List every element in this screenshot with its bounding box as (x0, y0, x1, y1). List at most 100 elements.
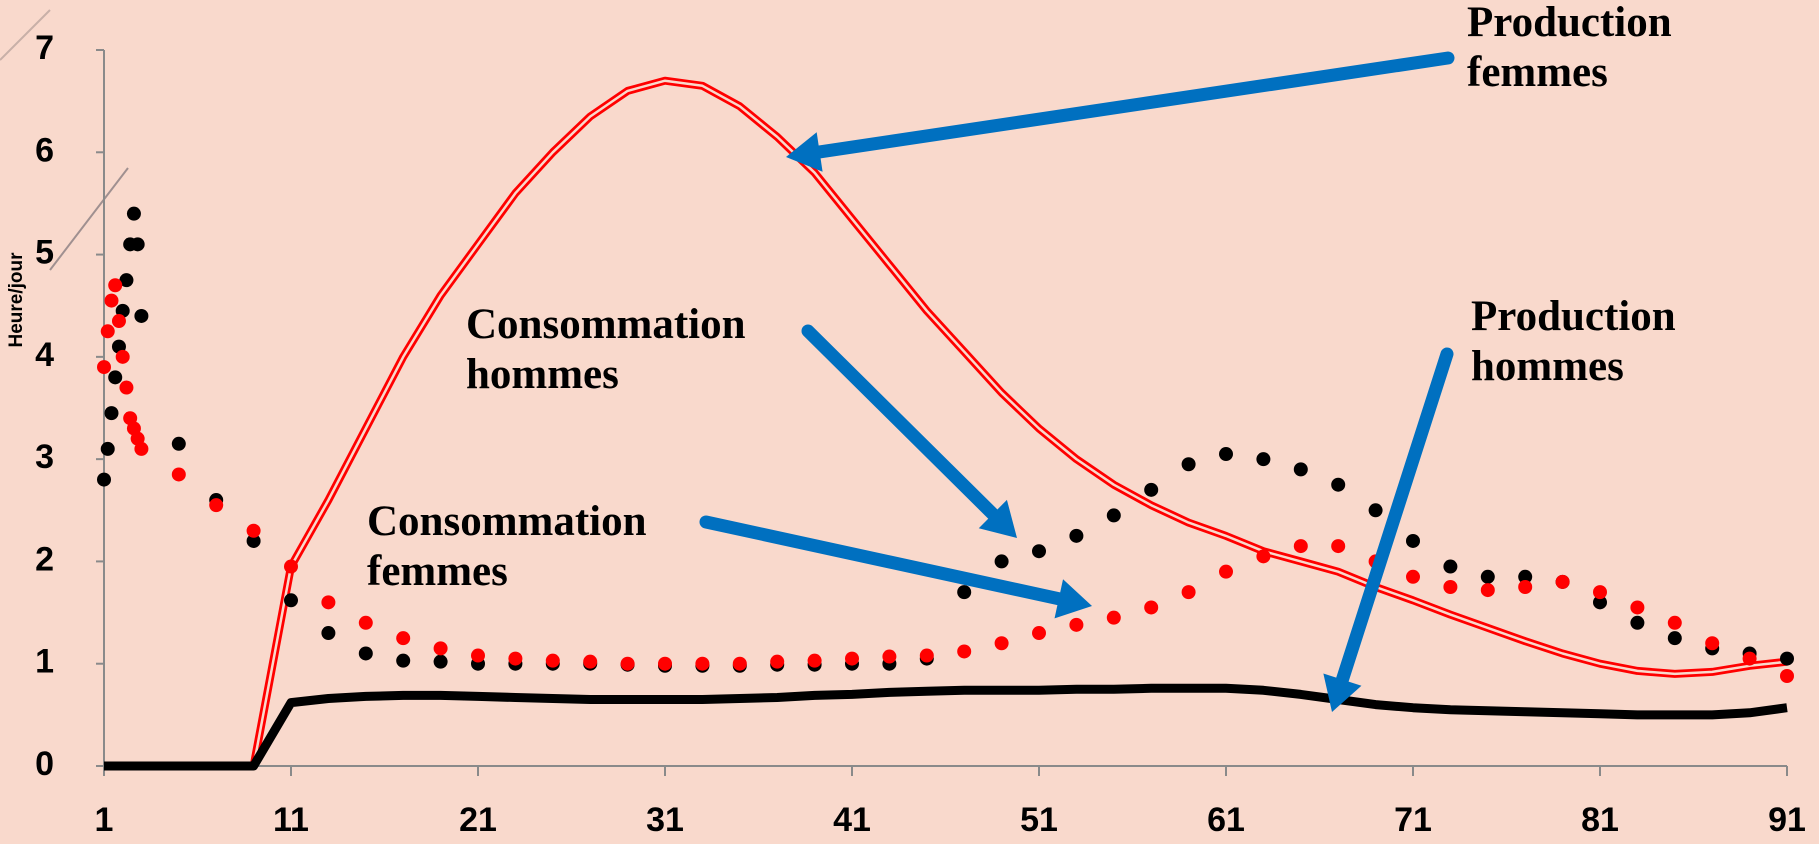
series-dot (1518, 569, 1533, 584)
series-dot (1443, 559, 1458, 574)
series-dot (620, 656, 635, 671)
series-dot (1780, 651, 1794, 666)
x-tick-label: 61 (1207, 801, 1245, 839)
x-tick-label: 71 (1394, 801, 1432, 839)
x-tick-label: 51 (1020, 801, 1058, 839)
series-annotation: Production femmes (1467, 0, 1672, 97)
series-dot (108, 278, 123, 293)
series-dot (1293, 462, 1308, 477)
series-dot (770, 654, 785, 669)
series-dot (1780, 668, 1794, 683)
y-tick-label: 6 (35, 131, 54, 169)
series-dot (108, 370, 123, 385)
series-dot (919, 648, 934, 663)
decor-line (49, 167, 129, 271)
y-tick-label: 0 (35, 745, 54, 783)
arrow-shaft (699, 515, 1066, 606)
series-dot (545, 653, 560, 668)
series-line-inner (104, 79, 1788, 768)
arrow-shaft (801, 324, 1000, 521)
x-tick-label: 41 (833, 801, 871, 839)
series-dot (1219, 447, 1233, 462)
series-dot (1106, 610, 1121, 625)
x-tick-label: 81 (1581, 801, 1619, 839)
series-dot (134, 441, 149, 456)
series-dot (994, 554, 1009, 569)
series-dot (732, 656, 747, 671)
series-dot (321, 595, 336, 610)
y-tick-label: 5 (35, 234, 54, 272)
series-dot (1406, 569, 1420, 584)
series-dot (100, 324, 115, 339)
series-dot (104, 293, 119, 308)
series-dot (583, 654, 598, 669)
series-dot (1443, 580, 1458, 594)
series-dot (845, 651, 859, 666)
series-dot (284, 593, 298, 608)
series-dot (1630, 600, 1645, 615)
decor-line (0, 9, 51, 61)
series-dot (1406, 533, 1420, 548)
y-tick-label: 1 (35, 643, 54, 681)
series-dot (171, 436, 186, 451)
series-dot (126, 206, 141, 221)
x-tick-label: 91 (1768, 801, 1806, 839)
series-annotation: Consommation femmes (367, 498, 647, 596)
x-tick-label: 1 (95, 801, 114, 839)
y-tick-label: 3 (35, 438, 54, 476)
series-dot (1069, 617, 1084, 632)
y-axis-label: Heure/jour (6, 252, 27, 348)
series-dot (1593, 585, 1607, 600)
series-dot (246, 533, 261, 548)
y-tick-label: 4 (35, 336, 54, 374)
series-dot (1368, 503, 1383, 518)
series-dot (1667, 631, 1682, 646)
series-dot (471, 648, 485, 663)
series-dot (882, 649, 897, 664)
y-tick-label: 7 (35, 29, 54, 67)
series-dot (1705, 636, 1720, 651)
arrow-head (786, 132, 823, 172)
series-dot (1144, 600, 1159, 615)
series-dot (358, 646, 373, 661)
series-dot (1480, 569, 1495, 584)
series-dot (100, 441, 115, 456)
series-dot (1256, 549, 1271, 564)
series-dot (1593, 595, 1607, 610)
x-tick-label: 21 (459, 801, 497, 839)
series-dot (1106, 508, 1121, 523)
series-dot (994, 636, 1009, 651)
series-dot (1219, 564, 1233, 579)
y-tick-label: 2 (35, 540, 54, 578)
series-dot (1331, 477, 1346, 492)
series-dot (1032, 626, 1046, 641)
series-dot (658, 656, 672, 671)
series-dot (957, 585, 972, 600)
series-dot (284, 559, 298, 574)
series-dot (433, 641, 448, 656)
series-annotation: Production hommes (1471, 293, 1676, 391)
x-tick-label: 31 (646, 801, 684, 839)
series-dot (396, 631, 411, 646)
series-dot (97, 360, 111, 375)
series-annotation: Consommation hommes (466, 301, 746, 399)
series-dot (1069, 528, 1084, 543)
series-dot (1742, 651, 1757, 666)
series-dot (396, 653, 411, 668)
series-dot (1181, 585, 1196, 600)
series-dot (508, 651, 523, 666)
series-dot (115, 349, 130, 364)
series-dot (1144, 482, 1159, 497)
arrow-head (1054, 579, 1092, 619)
series-dot (171, 467, 186, 482)
arrow-shaft (1335, 347, 1454, 687)
series-dot (1331, 539, 1346, 554)
series-dot (119, 380, 134, 395)
x-tick-label: 11 (273, 801, 309, 839)
series-dot (246, 523, 261, 538)
series-dot (695, 656, 710, 671)
series-dot (1630, 615, 1645, 630)
series-dot (104, 406, 119, 421)
series-dot (1293, 539, 1308, 554)
